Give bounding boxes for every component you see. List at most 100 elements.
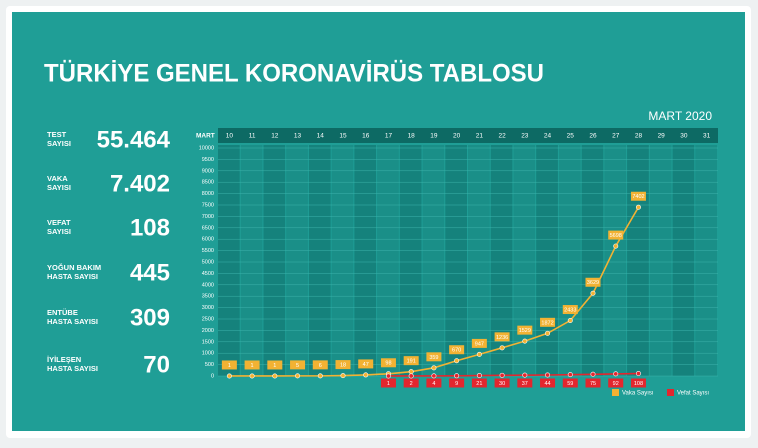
value-label-box [380, 378, 396, 388]
point [408, 369, 414, 375]
value-label: 3629 [587, 280, 599, 286]
point [454, 358, 460, 364]
point [613, 243, 619, 249]
x-tick-label: 22 [498, 133, 506, 140]
point [295, 373, 301, 379]
value-label: 1 [228, 363, 231, 369]
value-label: 2433 [564, 307, 576, 313]
value-label-box [585, 277, 601, 287]
x-tick-label: 19 [430, 133, 438, 140]
value-label-box [426, 352, 442, 362]
column-band [581, 145, 604, 376]
stat-label: YOĞUN BAKIM [47, 263, 101, 272]
value-label: 1236 [496, 335, 508, 341]
value-label: 9 [455, 381, 458, 387]
point [567, 372, 573, 378]
stat-label: TEST [47, 130, 67, 139]
y-tick-label: 7500 [202, 202, 214, 208]
column-band [695, 145, 717, 376]
point [499, 345, 505, 351]
value-label-box [426, 378, 442, 388]
point [340, 373, 346, 379]
value-label-box [494, 378, 510, 388]
column-band [308, 145, 331, 376]
value-label: 191 [407, 359, 416, 365]
value-label: 6 [319, 363, 322, 369]
value-label-box [290, 360, 306, 370]
x-tick-label: 18 [408, 133, 416, 140]
value-label-box [562, 378, 578, 388]
stat-label: SAYISI [47, 183, 71, 192]
value-label: 21 [476, 381, 482, 387]
point [545, 372, 551, 378]
x-tick-label: 28 [635, 133, 643, 140]
y-tick-label: 6500 [202, 225, 214, 231]
value-label: 947 [475, 341, 484, 347]
stat-label: VAKA [47, 174, 68, 183]
point [476, 373, 482, 379]
point [545, 330, 551, 336]
x-tick-label: 21 [476, 133, 484, 140]
column-band [558, 145, 581, 376]
value-label: 4 [432, 381, 435, 387]
x-tick-label: 26 [589, 133, 597, 140]
y-tick-label: 4000 [202, 282, 214, 288]
value-label-box [630, 191, 646, 201]
stat-label: ENTÜBE [47, 308, 78, 317]
value-label: 7402 [632, 194, 644, 200]
value-label: 5698 [610, 233, 622, 239]
y-tick-label: 0 [211, 373, 214, 379]
stat-label: HASTA SAYISI [47, 317, 98, 326]
x-tick-label: 13 [294, 133, 302, 140]
y-tick-label: 5500 [202, 248, 214, 254]
point [567, 318, 573, 324]
column-band [513, 145, 536, 376]
column-band [490, 145, 513, 376]
stat-label: HASTA SAYISI [47, 364, 98, 373]
value-label: 47 [363, 362, 369, 368]
column-band [377, 145, 399, 376]
x-tick-label: 24 [544, 133, 552, 140]
x-tick-label: 27 [612, 133, 620, 140]
value-label-box [471, 378, 487, 388]
point [522, 338, 528, 344]
column-band [331, 145, 354, 376]
x-tick-label: 14 [317, 133, 325, 140]
x-tick-label: 30 [680, 133, 688, 140]
x-tick-label: 20 [453, 133, 461, 140]
x-tick-label: 11 [249, 133, 256, 140]
value-label-box [358, 359, 374, 369]
y-tick-label: 4500 [202, 271, 214, 277]
point [385, 373, 391, 379]
x-tick-label: 16 [362, 133, 370, 140]
y-tick-label: 7000 [202, 214, 214, 220]
stat-value: 309 [130, 304, 170, 331]
value-label-box [608, 230, 624, 240]
point [613, 371, 619, 377]
value-label-box [517, 378, 533, 388]
point [431, 373, 437, 379]
x-tick-label: 25 [567, 133, 575, 140]
value-label-box [540, 378, 556, 388]
column-band [240, 145, 263, 376]
stat-label: HASTA SAYISI [47, 272, 98, 281]
value-label-box [449, 378, 465, 388]
value-label: 359 [429, 355, 438, 361]
y-tick-label: 5000 [202, 259, 214, 265]
y-tick-label: 3500 [202, 294, 214, 300]
value-label: 670 [452, 348, 461, 354]
y-tick-label: 1500 [202, 339, 214, 345]
legend-swatch [667, 389, 674, 396]
point [454, 373, 460, 379]
y-tick-label: 10000 [199, 145, 214, 151]
point [272, 373, 278, 379]
value-label: 108 [634, 381, 643, 387]
y-tick-label: 2000 [202, 328, 214, 334]
column-band [468, 145, 490, 376]
value-label-box [267, 360, 283, 370]
y-tick-label: 3000 [202, 305, 214, 311]
y-tick-label: 8000 [202, 191, 214, 197]
stat-label: VEFAT [47, 218, 71, 227]
value-label: 44 [544, 381, 550, 387]
